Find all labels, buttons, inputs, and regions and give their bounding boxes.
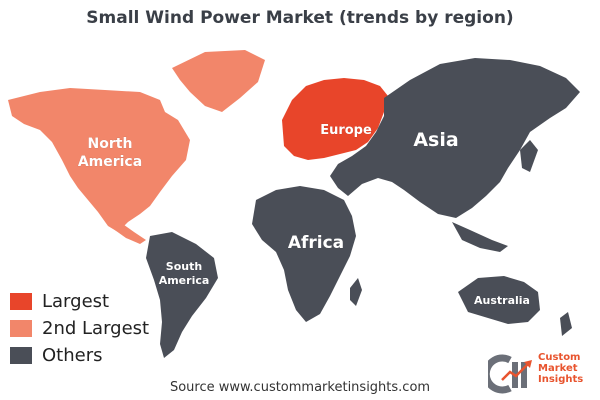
- legend-item-others: Others: [10, 342, 149, 369]
- region-greenland[interactable]: [172, 50, 265, 112]
- legend-item-largest: Largest: [10, 288, 149, 315]
- label-north-america-line1: North: [88, 136, 133, 152]
- region-north-america[interactable]: [8, 88, 190, 232]
- map-title: Small Wind Power Market (trends by regio…: [86, 8, 514, 28]
- region-europe[interactable]: [282, 78, 388, 160]
- legend: Largest 2nd Largest Others: [10, 288, 149, 369]
- region-japan[interactable]: [520, 140, 538, 172]
- label-asia: Asia: [413, 129, 458, 151]
- region-central-america[interactable]: [104, 214, 146, 244]
- cmi-logo-icon: [488, 354, 532, 394]
- logo-text: Custom Market Insights: [538, 352, 583, 385]
- legend-swatch-others: [10, 347, 32, 364]
- label-europe: Europe: [320, 123, 372, 138]
- region-south-america[interactable]: [146, 232, 218, 358]
- company-logo: Custom Market Insights: [488, 350, 600, 400]
- legend-label-others: Others: [42, 345, 103, 366]
- region-madagascar[interactable]: [350, 278, 362, 306]
- legend-item-second-largest: 2nd Largest: [10, 315, 149, 342]
- label-australia: Australia: [474, 294, 530, 307]
- region-australia[interactable]: [458, 276, 540, 324]
- label-south-america-line2: America: [159, 274, 210, 287]
- label-south-america-line1: South: [166, 260, 202, 273]
- legend-swatch-largest: [10, 293, 32, 310]
- legend-label-second-largest: 2nd Largest: [42, 318, 150, 339]
- logo-text-line1: Custom: [538, 352, 581, 363]
- region-africa[interactable]: [252, 186, 356, 322]
- label-north-america-line2: America: [78, 154, 142, 170]
- legend-label-largest: Largest: [42, 291, 110, 312]
- logo-text-line3: Insights: [538, 374, 584, 385]
- label-africa: Africa: [288, 233, 344, 253]
- legend-swatch-second-largest: [10, 320, 32, 337]
- source-text: Source www.custommarketinsights.com: [169, 380, 431, 395]
- region-asia[interactable]: [330, 58, 580, 218]
- logo-text-line2: Market: [538, 363, 578, 374]
- region-new-zealand[interactable]: [560, 312, 572, 336]
- region-southeast-asia[interactable]: [452, 222, 508, 252]
